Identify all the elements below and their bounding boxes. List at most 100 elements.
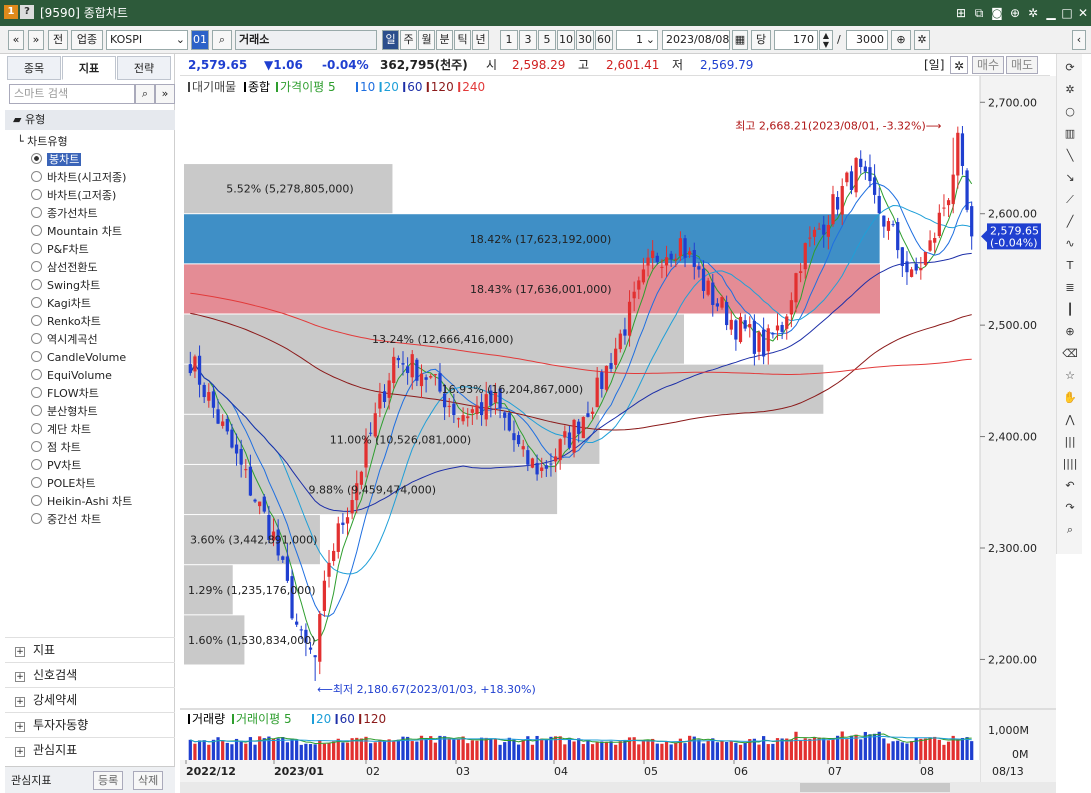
chart-type-item[interactable]: 계단 차트 <box>31 421 91 439</box>
new-window-icon[interactable]: ⊞ <box>955 6 967 20</box>
legend-label[interactable]: 10 <box>360 80 375 94</box>
left-tab-0[interactable]: 종목 <box>7 56 61 80</box>
legend-label[interactable]: 60 <box>407 80 422 94</box>
star-icon[interactable]: ☆ <box>1065 369 1075 382</box>
radio-icon[interactable] <box>31 243 42 254</box>
chart-type-item[interactable]: P&F차트 <box>31 241 89 259</box>
dang-button[interactable]: 당 <box>751 30 771 50</box>
group-item[interactable]: + 지표 <box>5 637 175 662</box>
radio-icon[interactable] <box>31 423 42 434</box>
bars2-icon[interactable]: |||| <box>1062 457 1078 470</box>
left-tab-1[interactable]: 지표 <box>62 56 116 80</box>
radio-icon[interactable] <box>31 387 42 398</box>
zigzag-icon[interactable]: ⋀ <box>1065 413 1075 426</box>
category-button[interactable]: 업종 <box>71 30 103 50</box>
chart-type-item[interactable]: CandleVolume <box>31 349 126 367</box>
chart-type-item[interactable]: Heikin-Ashi 차트 <box>31 493 132 511</box>
camera-icon[interactable]: ◙ <box>991 6 1003 20</box>
prev-button[interactable]: « <box>8 30 24 50</box>
copy-window-icon[interactable]: ⧉ <box>974 6 984 20</box>
legend-label[interactable]: 대기매물 <box>192 80 236 94</box>
gear-icon[interactable]: ✲ <box>1065 83 1075 96</box>
chart-type-item[interactable]: 바차트(고저종) <box>31 187 116 205</box>
chart-type-item[interactable]: Kagi차트 <box>31 295 91 313</box>
minute-60-button[interactable]: 60 <box>595 30 613 50</box>
minute-30-button[interactable]: 30 <box>576 30 594 50</box>
period-0-button[interactable]: 일 <box>382 30 399 50</box>
buy-button[interactable]: 매수 <box>972 56 1005 74</box>
minimize-icon[interactable]: ▁ <box>1046 6 1056 20</box>
radio-icon[interactable] <box>31 225 42 236</box>
period-1-button[interactable]: 주 <box>400 30 417 50</box>
fib-tool-icon[interactable]: ≣ <box>1065 281 1075 294</box>
chart-settings-icon[interactable]: ✲ <box>950 56 968 74</box>
help-icon[interactable]: ? <box>20 5 34 19</box>
ray-tool-icon[interactable]: ↘ <box>1065 171 1075 184</box>
radio-icon[interactable] <box>31 459 42 470</box>
register-button[interactable]: 등록 <box>93 771 124 790</box>
auto-tool-icon[interactable]: ∿ <box>1065 237 1075 250</box>
price-chart[interactable]: 2,700.00 2,600.00 2,500.00 2,400.00 2,300.00… <box>180 76 1056 793</box>
radio-icon[interactable] <box>31 513 42 524</box>
next-button[interactable]: » <box>28 30 44 50</box>
radio-icon[interactable] <box>31 315 42 326</box>
radio-icon[interactable] <box>31 189 42 200</box>
radio-icon[interactable] <box>31 441 42 452</box>
chart-type-item[interactable]: 봉차트 <box>31 151 82 169</box>
radio-icon[interactable] <box>31 405 42 416</box>
search-icon[interactable]: ⌕ <box>1066 523 1074 536</box>
chart-type-item[interactable]: 중간선 차트 <box>31 511 101 529</box>
collapse-icon[interactable]: ‹ <box>1072 30 1086 50</box>
zoom-icon[interactable]: ⊕ <box>1065 325 1075 338</box>
hand-icon[interactable]: ✋ <box>1063 391 1077 404</box>
candle-tool-icon[interactable]: ┃ <box>1066 303 1074 316</box>
eraser-icon[interactable]: ⌫ <box>1062 347 1078 360</box>
legend-label[interactable]: 120 <box>431 80 454 94</box>
chart-type-item[interactable]: POLE차트 <box>31 475 96 493</box>
lock-icon[interactable]: ⊕ <box>1009 6 1021 20</box>
undo-icon[interactable]: ↶ <box>1065 479 1075 492</box>
zoom-plus-icon[interactable]: ⊕ <box>891 30 911 50</box>
group-item[interactable]: + 투자자동향 <box>5 712 175 737</box>
chart-type-item[interactable]: Renko차트 <box>31 313 101 331</box>
gear-icon[interactable]: ✲ <box>1027 6 1039 20</box>
left-tab-2[interactable]: 전략 <box>117 56 171 80</box>
search-icon[interactable]: ⌕ <box>212 30 232 50</box>
settings-icon[interactable]: ✲ <box>914 30 930 50</box>
radio-icon[interactable] <box>31 207 42 218</box>
interval-stepper[interactable]: 1 ⌄ <box>616 30 658 50</box>
group-item[interactable]: + 강세약세 <box>5 687 175 712</box>
minute-5-button[interactable]: 5 <box>538 30 556 50</box>
radio-icon[interactable] <box>31 153 42 164</box>
tree-root[interactable]: └ 차트유형 <box>17 135 68 148</box>
minute-10-button[interactable]: 10 <box>557 30 575 50</box>
symbol-select[interactable]: KOSPI ⌄ <box>106 30 188 50</box>
radio-icon[interactable] <box>31 279 42 290</box>
period-3-button[interactable]: 분 <box>436 30 453 50</box>
group-item[interactable]: + 신호검색 <box>5 662 175 687</box>
volume-legend-label[interactable]: 거래량 <box>192 712 225 726</box>
app-icon[interactable]: 1 <box>4 5 18 19</box>
date-field[interactable]: 2023/08/08 <box>662 30 730 50</box>
sell-button[interactable]: 매도 <box>1006 56 1039 74</box>
chart-type-item[interactable]: FLOW차트 <box>31 385 99 403</box>
minute-1-button[interactable]: 1 <box>500 30 518 50</box>
volume-legend-label[interactable]: 120 <box>363 712 386 726</box>
legend-label[interactable]: 20 <box>384 80 399 94</box>
chart-type-item[interactable]: 삼선전환도 <box>31 259 98 277</box>
legend-label[interactable]: 240 <box>462 80 485 94</box>
radio-icon[interactable] <box>31 351 42 362</box>
smart-search-input[interactable]: 스마트 검색 <box>9 84 135 104</box>
radio-icon[interactable] <box>31 261 42 272</box>
volume-legend-label[interactable]: 거래이평 5 <box>236 712 292 726</box>
minute-3-button[interactable]: 3 <box>519 30 537 50</box>
calendar-icon[interactable]: ▦ <box>732 30 748 50</box>
period-5-button[interactable]: 년 <box>472 30 489 50</box>
chart-type-item[interactable]: Mountain 차트 <box>31 223 122 241</box>
delete-button[interactable]: 삭제 <box>133 771 164 790</box>
chart-type-item[interactable]: EquiVolume <box>31 367 112 385</box>
chart-type-item[interactable]: PV차트 <box>31 457 81 475</box>
market-field[interactable]: 거래소 <box>235 30 377 50</box>
indicator-icon[interactable]: ▥ <box>1064 127 1076 140</box>
bars-icon[interactable]: ||| <box>1064 435 1076 448</box>
